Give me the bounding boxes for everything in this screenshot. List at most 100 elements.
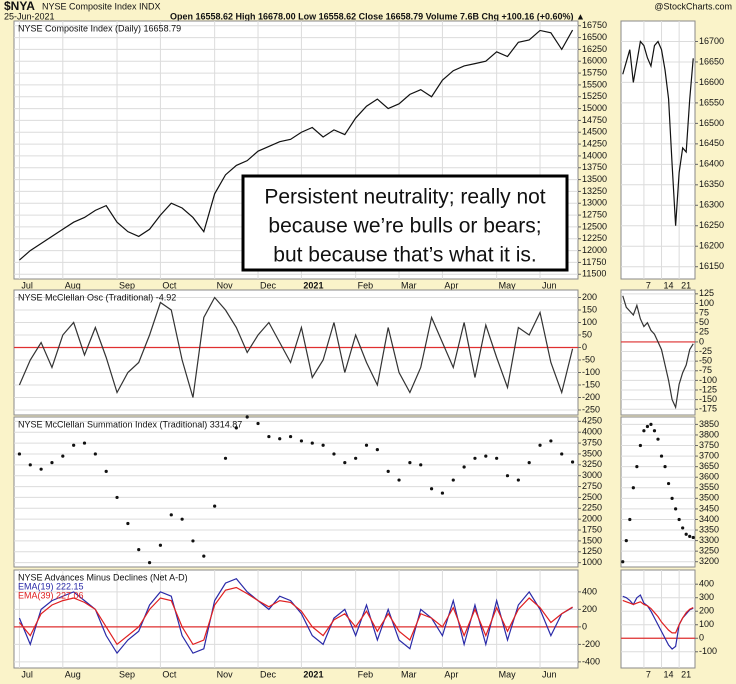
data-dot	[213, 504, 217, 508]
y-tick-label: 16750	[582, 20, 607, 30]
y-tick-label: 2250	[582, 503, 602, 513]
data-dot	[628, 517, 632, 522]
y-tick-label: 11750	[582, 257, 606, 267]
y-tick-label: 50	[582, 329, 592, 339]
plot-area	[13, 289, 579, 416]
y-tick-label: 16550	[699, 97, 724, 107]
data-dot	[321, 443, 325, 447]
y-tick-label: 16500	[582, 32, 607, 42]
data-dot	[267, 434, 271, 439]
data-dot	[419, 463, 423, 467]
data-dot	[93, 452, 97, 456]
x-tick-label: Mar	[401, 669, 417, 679]
y-tick-label: 16700	[699, 36, 724, 46]
data-dot	[158, 543, 163, 547]
series-line	[19, 29, 574, 261]
data-dot	[451, 478, 455, 482]
y-tick-label: 3350	[699, 524, 719, 534]
data-dot	[663, 465, 667, 469]
data-dot	[115, 495, 119, 500]
y-tick-label: 100	[699, 298, 714, 308]
series-line	[622, 40, 694, 226]
y-tick-label: 16200	[699, 241, 724, 251]
data-dot	[677, 517, 681, 522]
y-tick-label: 50	[699, 317, 709, 327]
y-tick-label: 1250	[582, 546, 602, 556]
data-dot	[245, 415, 249, 419]
y-tick-label: 13250	[582, 186, 607, 196]
data-dot	[126, 521, 130, 526]
x-tick-label: 21	[681, 669, 691, 679]
x-tick-label: 7	[646, 669, 651, 679]
data-dot	[656, 437, 660, 441]
y-tick-label: 16450	[699, 138, 724, 148]
x-tick-label: Sep	[119, 669, 135, 679]
data-dot	[354, 456, 358, 460]
y-tick-label: 3250	[582, 459, 602, 469]
y-tick-label: 14500	[582, 127, 607, 137]
data-dot	[256, 421, 260, 426]
y-tick-label: 3750	[582, 437, 602, 447]
data-dot	[17, 452, 22, 456]
y-tick-label: -200	[582, 392, 600, 402]
x-tick-label: Sep	[119, 280, 135, 290]
data-dot	[191, 539, 195, 543]
data-dot	[681, 526, 685, 530]
data-dot	[343, 461, 347, 465]
series-line	[622, 599, 694, 634]
y-tick-label: 3600	[699, 472, 719, 482]
y-tick-label: -150	[699, 394, 717, 404]
y-tick-label: 100	[582, 317, 597, 327]
plot-area	[620, 289, 696, 416]
source: @StockCharts.com	[654, 1, 732, 11]
y-tick-label: -200	[582, 639, 600, 649]
y-tick-label: 3300	[699, 535, 719, 545]
y-tick-label: 100	[699, 619, 714, 629]
panel-legend: NYSE Advances Minus Declines (Net A-D)	[18, 572, 188, 582]
y-tick-label: 16250	[699, 220, 724, 230]
y-tick-label: -250	[582, 404, 600, 414]
data-dot	[223, 456, 228, 460]
x-tick-label: 2021	[303, 669, 323, 679]
y-tick-label: 12750	[582, 209, 607, 219]
y-tick-label: 14750	[582, 115, 607, 125]
data-dot	[624, 538, 628, 543]
y-tick-label: 13750	[582, 162, 607, 172]
y-tick-label: 2500	[582, 492, 602, 502]
y-tick-label: 13000	[582, 198, 607, 208]
y-tick-label: -25	[699, 346, 712, 356]
x-tick-label: 14	[664, 669, 674, 679]
data-dot	[649, 422, 653, 426]
x-tick-label: 7	[646, 280, 651, 290]
x-tick-label: Apr	[444, 669, 458, 679]
data-dot	[645, 424, 650, 429]
plot-area	[13, 569, 579, 669]
panel-legend: NYSE McClellan Summation Index (Traditio…	[18, 419, 242, 429]
data-dot	[50, 461, 54, 465]
y-tick-label: -100	[582, 367, 600, 377]
data-dot	[169, 513, 173, 517]
data-dot	[180, 517, 184, 521]
x-tick-label: Nov	[217, 280, 234, 290]
y-tick-label: 14000	[582, 150, 607, 160]
data-dot	[82, 441, 87, 445]
y-tick-label: 16350	[699, 179, 724, 189]
series-line	[622, 295, 694, 410]
data-dot	[635, 465, 639, 469]
y-tick-label: 3550	[699, 482, 719, 492]
index-name: NYSE Composite Index INDX	[42, 1, 161, 11]
y-tick-label: -100	[699, 375, 717, 385]
x-tick-label: Jul	[21, 669, 33, 679]
data-dot	[560, 452, 564, 456]
x-tick-label: Oct	[162, 280, 177, 290]
y-tick-label: -125	[699, 384, 717, 394]
y-tick-label: 400	[582, 586, 597, 596]
data-dot	[310, 441, 314, 445]
data-dot	[408, 461, 412, 465]
y-tick-label: 14250	[582, 138, 607, 148]
y-tick-label: -100	[699, 646, 717, 656]
x-tick-label: Nov	[217, 669, 234, 679]
y-tick-label: 2000	[582, 514, 602, 524]
x-tick-label: May	[499, 669, 517, 679]
